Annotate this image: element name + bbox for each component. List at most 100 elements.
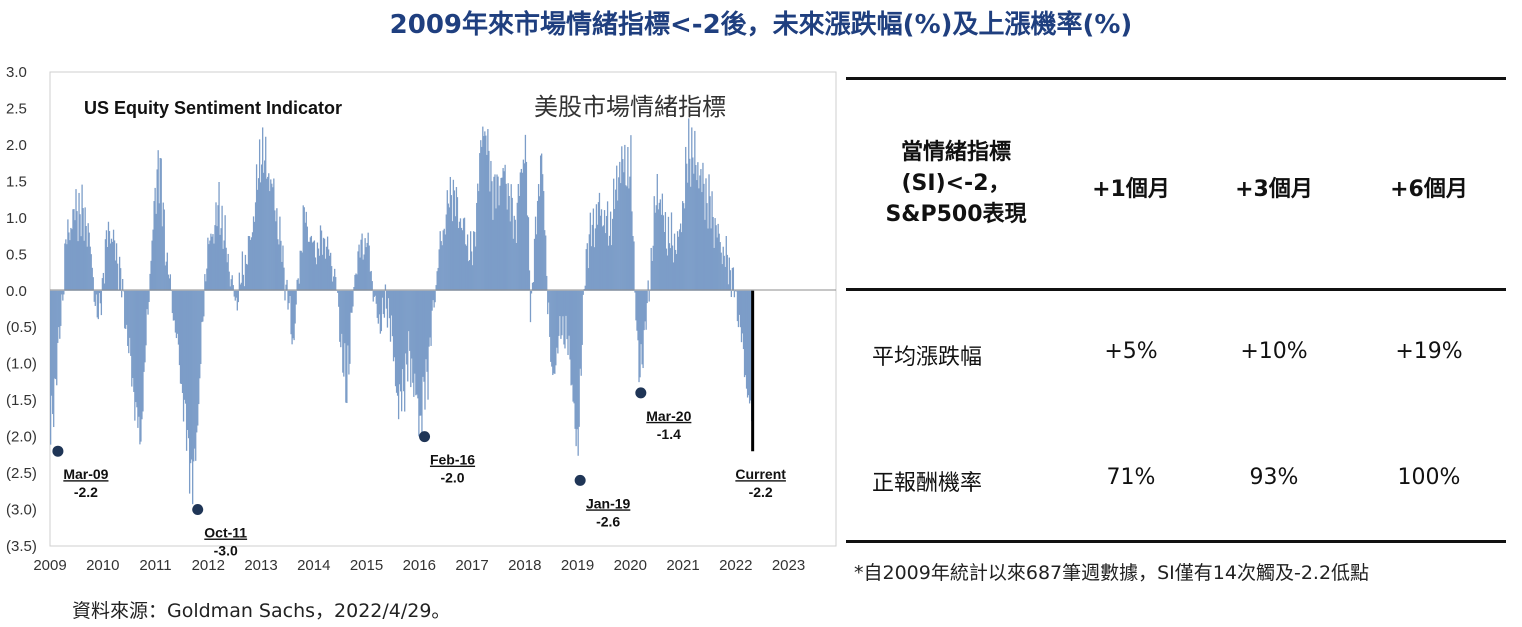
bar [686, 163, 688, 291]
bar [81, 184, 83, 291]
bar [721, 264, 723, 291]
bar [370, 270, 372, 291]
bar [218, 182, 220, 291]
bar [133, 290, 135, 392]
bar [386, 290, 389, 328]
bar [660, 214, 663, 291]
bar [442, 230, 444, 291]
bar [558, 290, 560, 336]
bar [623, 172, 625, 291]
row-avg-1m: +5% [1104, 339, 1158, 364]
bar [226, 262, 228, 291]
bar [189, 290, 192, 464]
bar [134, 290, 136, 421]
bar [591, 224, 594, 291]
bar [635, 290, 637, 321]
bar [448, 207, 450, 291]
bar [414, 290, 416, 374]
bar [643, 290, 645, 331]
bar [585, 249, 587, 291]
bar [178, 290, 181, 366]
bar [531, 282, 534, 291]
bar [68, 232, 70, 291]
bar [275, 221, 277, 291]
bar [599, 215, 602, 291]
bar [401, 290, 403, 412]
bar [261, 164, 263, 291]
bar [736, 290, 739, 322]
bar [150, 260, 152, 291]
header-label-line: S&P500表現 [885, 202, 1027, 227]
bar [243, 286, 246, 291]
chart-title-zh: 美股市場情緒指標 [534, 93, 726, 121]
bar [353, 286, 355, 291]
bar [639, 290, 641, 378]
bar [523, 163, 526, 291]
bar [95, 290, 97, 295]
row-prob-6m: 100% [1397, 465, 1461, 490]
bar [284, 290, 286, 301]
bar [154, 187, 156, 291]
bar [203, 290, 205, 317]
bar [256, 189, 259, 291]
bar [605, 215, 608, 291]
bar [225, 247, 227, 291]
bar [567, 290, 569, 356]
y-tick-label: 2.5 [6, 100, 27, 117]
bar [311, 242, 314, 291]
bar [466, 234, 469, 291]
bar [87, 223, 89, 291]
y-tick-label: (1.5) [6, 392, 37, 409]
bar [668, 243, 671, 291]
bar [647, 280, 649, 291]
bar [568, 290, 570, 336]
bar [144, 290, 146, 363]
bar [652, 245, 654, 291]
bar [390, 290, 393, 316]
bar [726, 254, 728, 291]
bar [184, 290, 187, 404]
bar [383, 290, 386, 318]
bar [175, 290, 178, 339]
bar [441, 245, 443, 291]
bar [430, 290, 432, 346]
bar [488, 150, 490, 291]
bar [602, 225, 605, 291]
annotation-value: -2.2 [74, 484, 98, 500]
bar [132, 290, 134, 378]
bar [592, 208, 595, 291]
bar [299, 250, 301, 291]
bar [403, 290, 405, 392]
bar [141, 290, 143, 420]
x-tick-label: 2009 [33, 557, 66, 574]
bar [108, 231, 111, 291]
bar [50, 290, 52, 445]
source-note: 資料來源：Goldman Sachs，2022/4/29。 [72, 600, 451, 622]
bar [135, 290, 137, 403]
bar [455, 187, 458, 291]
bar [327, 249, 330, 291]
bar [429, 290, 431, 338]
bar [419, 290, 421, 416]
bar [514, 219, 516, 291]
table-header-label: 當情緒指標 (SI)<-2， S&P500表現 [846, 137, 1066, 230]
bar [216, 226, 218, 291]
bar [318, 255, 321, 291]
annotation-date: Jan-19 [586, 495, 631, 511]
bar [699, 175, 701, 291]
row-label-avg: 平均漲跌幅 [872, 345, 983, 370]
bar [702, 162, 704, 291]
y-tick-label: (1.0) [6, 356, 37, 373]
bar [212, 234, 214, 291]
bar [615, 189, 617, 291]
bar [354, 274, 356, 291]
bar [745, 290, 748, 389]
bar [547, 290, 549, 315]
bar [580, 290, 582, 376]
bar [701, 192, 703, 291]
bar [728, 257, 730, 291]
bar [246, 264, 249, 291]
bar [618, 177, 620, 291]
bar [55, 290, 57, 380]
bar [468, 260, 471, 291]
